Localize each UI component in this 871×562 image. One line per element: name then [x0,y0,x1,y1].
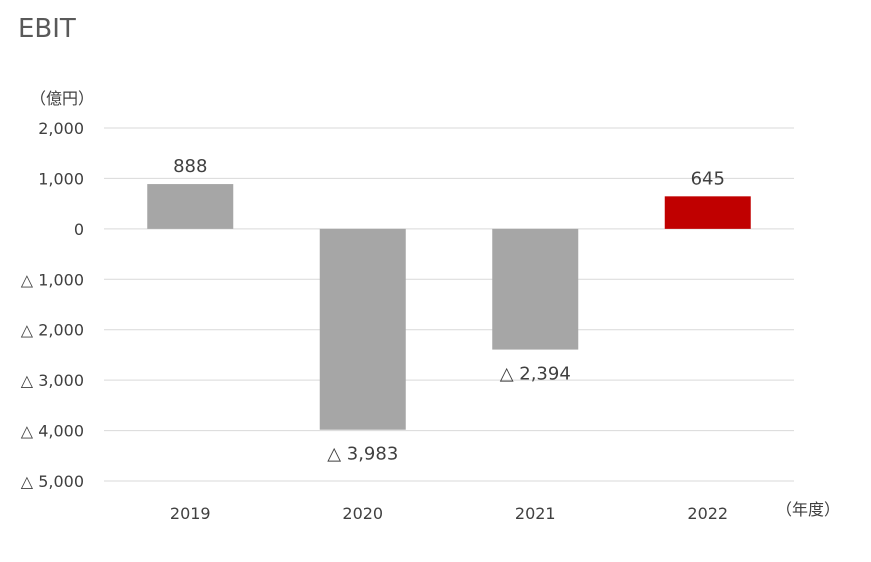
chart-title: EBIT [18,14,76,44]
y-tick-label: 0 [74,220,84,239]
bar-2020 [319,228,406,430]
x-tick-label: 2021 [515,504,556,523]
bar-2022 [664,196,751,229]
y-tick-label: △ 3,000 [21,371,84,390]
bar-2021 [492,228,579,350]
data-labels: 888 △ 3,983 △ 2,394 645 [173,156,725,465]
data-label-2021: △ 2,394 [500,364,571,385]
y-tick-label: △ 5,000 [21,472,84,491]
data-label-2020: △ 3,983 [327,444,398,465]
y-tick-label: △ 2,000 [21,321,84,340]
y-tick-label: 2,000 [38,119,84,138]
data-label-2019: 888 [173,156,207,177]
bar-2019 [147,184,234,229]
data-label-2022: 645 [691,168,725,189]
y-axis-unit: （億円） [30,89,94,108]
bars [147,184,751,430]
x-tick-label: 2020 [342,504,383,523]
y-axis-ticks: 2,000 1,000 0 △ 1,000 △ 2,000 △ 3,000 △ 4,000 △… [21,119,84,491]
x-tick-label: 2019 [170,504,211,523]
y-tick-label: △ 1,000 [21,270,84,289]
x-axis-ticks: 2019 2020 2021 2022 [170,504,728,523]
y-tick-label: △ 4,000 [21,422,84,441]
x-tick-label: 2022 [687,504,728,523]
x-axis-unit: （年度） [776,500,840,519]
y-tick-label: 1,000 [38,169,84,188]
